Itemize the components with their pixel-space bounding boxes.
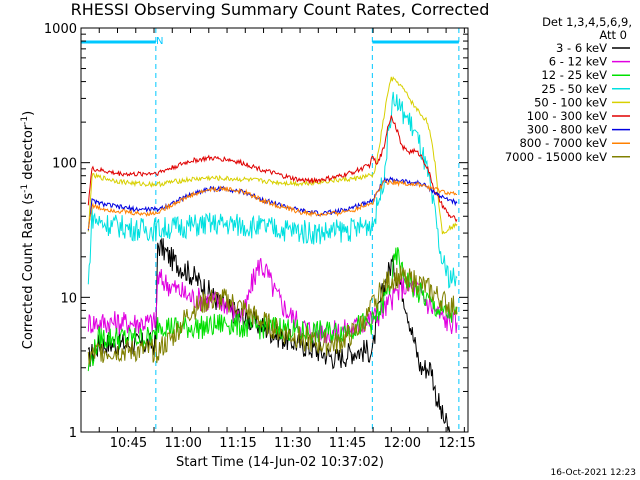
legend-entry-label: 100 - 300 keV	[527, 109, 607, 123]
x-tick-label: 11:45	[329, 436, 366, 451]
legend-entry-label: 12 - 25 keV	[541, 68, 607, 82]
y-tick-label: 100	[52, 157, 77, 172]
series-line	[87, 91, 458, 289]
x-tick-label: 11:30	[274, 436, 311, 451]
x-axis-label: Start Time (14-Jun-02 10:37:02)	[176, 455, 384, 470]
legend-entry-label: 50 - 100 keV	[534, 95, 607, 109]
y-tick-label: 1000	[44, 22, 77, 37]
y-axis-label-part3: )	[21, 111, 36, 116]
x-axis: 10:45 11:00 11:15 11:30 11:45 12:00 12:15	[80, 28, 476, 451]
y-axis: 1 10 100 1000	[44, 22, 468, 441]
x-tick-label: 12:15	[438, 436, 475, 451]
footer-date: 16-Oct-2021 12:23	[551, 468, 636, 478]
series-line	[87, 76, 458, 235]
y-axis-label-part2: detector	[21, 124, 36, 184]
x-tick-label: 10:45	[110, 436, 147, 451]
legend-header-line1: Det 1,3,4,5,6,9,	[542, 15, 632, 29]
x-tick-label: 11:15	[219, 436, 256, 451]
y-tick-label: 1	[69, 426, 77, 441]
x-tick-label: 12:00	[384, 436, 421, 451]
series-line	[87, 265, 458, 365]
y-axis-label: Corrected Count Rate (s-1 detector-1)	[20, 111, 36, 349]
legend-entry-label: 300 - 800 keV	[527, 123, 607, 137]
legend-header-line2: Att 0	[599, 28, 627, 42]
y-tick-label: 10	[60, 291, 77, 306]
legend-entry-label: 6 - 12 keV	[549, 55, 607, 69]
annotation-label: N	[156, 36, 163, 47]
series-line	[87, 179, 457, 230]
series-line	[87, 258, 458, 344]
plot-frame	[80, 27, 469, 433]
y-axis-label-part1: Corrected Count Rate (s	[21, 193, 36, 350]
legend-entry-label: 800 - 7000 keV	[519, 136, 607, 150]
y-axis-label-sup1: -1	[20, 184, 30, 193]
legend-entry-label: 7000 - 15000 keV	[505, 150, 607, 164]
legend-entry-label: 25 - 50 keV	[541, 82, 607, 96]
series-group	[87, 76, 458, 432]
x-tick-label: 11:00	[164, 436, 201, 451]
series-line	[87, 115, 458, 223]
legend-entry-label: 3 - 6 keV	[556, 41, 607, 55]
chart-title: RHESSI Observing Summary Count Rates, Co…	[71, 0, 490, 19]
plot-area	[80, 28, 460, 432]
y-axis-label-sup2: -1	[20, 116, 30, 125]
